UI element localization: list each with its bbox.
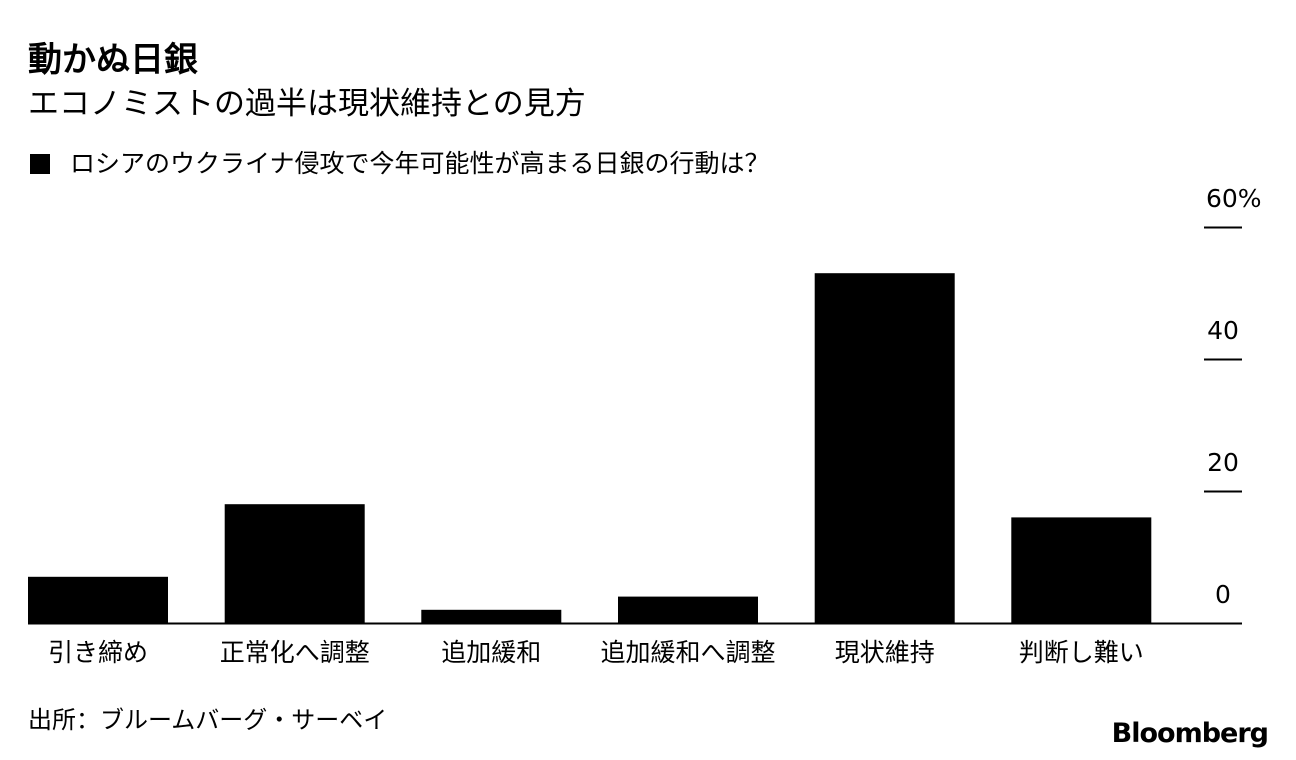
y-tick-label: 20	[1207, 448, 1239, 477]
x-tick-label: 現状維持	[835, 638, 935, 667]
legend-swatch	[30, 154, 50, 174]
x-tick-label: 引き締め	[48, 638, 148, 667]
bar-2	[224, 504, 365, 623]
bar-3	[421, 609, 562, 623]
chart-subtitle: エコノミストの過半は現状維持との見方	[28, 86, 586, 122]
legend-label: ロシアのウクライナ侵攻で今年可能性が高まる日銀の行動は？	[70, 149, 770, 178]
bloomberg-logo: Bloomberg	[1111, 718, 1269, 749]
x-tick-label: 追加緩和	[441, 638, 541, 667]
x-tick-label: 判断し難い	[1019, 638, 1144, 667]
chart-title: 動かぬ日銀	[28, 40, 198, 80]
source-note: 出所：ブルームバーグ・サーベイ	[28, 706, 388, 734]
bar-4	[618, 596, 758, 623]
legend: ロシアのウクライナ侵攻で今年可能性が高まる日銀の行動は？	[30, 147, 770, 181]
x-tick-label: 追加緩和へ調整	[600, 638, 775, 667]
y-tick-label: 40	[1207, 316, 1239, 345]
x-tick-label: 正常化へ調整	[220, 638, 370, 667]
y-tick-label: 60%	[1206, 184, 1262, 213]
bar-chart: 引き締め 正常化へ調整 追加緩和 追加緩和へ調整 現状維持 判断し難い 0 20 40 60%	[28, 184, 1262, 667]
bar-1	[28, 576, 168, 623]
bar-6	[1011, 517, 1152, 623]
bar-5	[814, 273, 955, 623]
y-tick-label: 0	[1215, 580, 1231, 609]
